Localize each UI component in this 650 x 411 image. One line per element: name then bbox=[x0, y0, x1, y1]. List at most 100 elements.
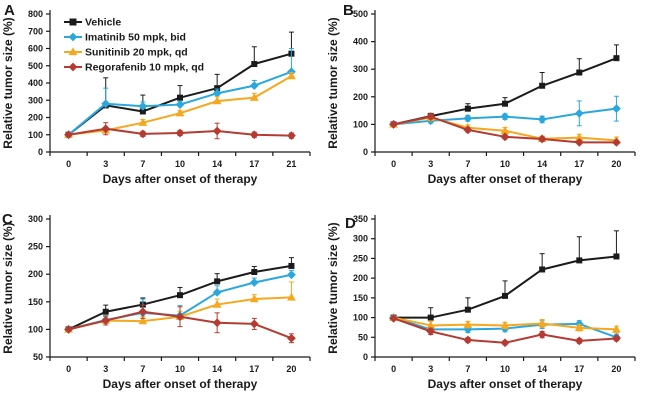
marker-diamond bbox=[212, 126, 222, 136]
series-imatinib-50-mpk-bid bbox=[64, 48, 296, 140]
svg-text:200: 200 bbox=[28, 113, 43, 123]
marker-square bbox=[251, 61, 258, 68]
axes: 0 100 200 300 400 500 600 700 800 0 3 7 10 14 17 21 bbox=[28, 9, 311, 169]
marker-square bbox=[177, 292, 183, 299]
marker-diamond bbox=[138, 307, 148, 317]
marker-diamond bbox=[212, 288, 222, 297]
svg-text:200: 200 bbox=[353, 273, 368, 283]
marker-square bbox=[576, 69, 583, 76]
marker-triangle bbox=[249, 92, 259, 101]
y-axis-title: Relative tumor size (%) bbox=[1, 222, 15, 353]
marker-square bbox=[502, 292, 508, 299]
svg-text:0: 0 bbox=[66, 364, 71, 374]
series-vehicle bbox=[390, 230, 620, 321]
chart-panel-a: 0 100 200 300 400 500 600 700 800 0 3 7 10 14 17 21 Rela… bbox=[1, 9, 311, 186]
marker-diamond bbox=[287, 131, 296, 140]
svg-text:7: 7 bbox=[465, 364, 470, 374]
marker-diamond bbox=[574, 108, 584, 118]
marker-triangle bbox=[426, 320, 436, 329]
marker-square bbox=[613, 55, 620, 62]
marker-triangle bbox=[68, 47, 78, 56]
marker-diamond bbox=[175, 100, 185, 109]
marker-triangle bbox=[249, 294, 259, 303]
marker-square bbox=[502, 100, 508, 107]
series-regorafenib-10-mpk-qd bbox=[389, 313, 621, 348]
svg-text:10: 10 bbox=[500, 159, 510, 169]
marker-diamond bbox=[500, 132, 510, 142]
svg-text:10: 10 bbox=[175, 159, 185, 169]
x-axis-title: Days after onset of therapy bbox=[103, 377, 258, 391]
panel-c: C 50 100 150 200 250 300 0 3 7 10 14 17 20 Relative t… bbox=[0, 205, 325, 411]
marker-diamond bbox=[64, 325, 73, 334]
svg-text:100: 100 bbox=[28, 324, 43, 334]
marker-triangle bbox=[463, 320, 473, 328]
svg-text:100: 100 bbox=[28, 130, 43, 140]
axes: 0 50 100 150 200 250 300 350 0 3 7 10 14 17 20 bbox=[353, 214, 636, 374]
marker-diamond bbox=[68, 62, 78, 72]
marker-square bbox=[464, 306, 471, 313]
panel-b: B 0 100 200 300 400 500 0 3 7 10 14 17 20 Relative tu… bbox=[325, 0, 650, 205]
marker-diamond bbox=[175, 312, 185, 322]
marker-triangle bbox=[287, 71, 296, 80]
marker-diamond bbox=[287, 270, 296, 280]
svg-text:20: 20 bbox=[611, 159, 621, 169]
y-axis-title: Relative tumor size (%) bbox=[326, 17, 340, 148]
marker-square bbox=[214, 85, 221, 92]
svg-text:400: 400 bbox=[353, 37, 368, 47]
marker-diamond bbox=[212, 318, 222, 328]
svg-text:7: 7 bbox=[140, 159, 145, 169]
svg-text:600: 600 bbox=[28, 44, 43, 54]
svg-text:14: 14 bbox=[537, 364, 547, 374]
marker-diamond bbox=[101, 124, 111, 134]
marker-diamond bbox=[249, 81, 259, 90]
legend: Vehicle Imatinib 50 mpk, bid Sunitinib 20 … bbox=[64, 17, 204, 74]
svg-text:300: 300 bbox=[28, 214, 43, 224]
marker-diamond bbox=[500, 112, 510, 122]
marker-diamond bbox=[537, 134, 547, 144]
marker-diamond bbox=[574, 336, 584, 346]
svg-text:17: 17 bbox=[249, 364, 259, 374]
chart-panel-c: 50 100 150 200 250 300 0 3 7 10 14 17 20 Relative tum… bbox=[1, 214, 311, 391]
marker-diamond bbox=[287, 333, 296, 343]
svg-text:10: 10 bbox=[175, 364, 185, 374]
axes: 0 100 200 300 400 500 0 3 7 10 14 17 20 bbox=[353, 9, 636, 169]
marker-diamond bbox=[537, 115, 547, 124]
svg-text:250: 250 bbox=[28, 242, 43, 252]
svg-text:14: 14 bbox=[212, 364, 222, 374]
panel-b-letter: B bbox=[343, 2, 354, 19]
marker-triangle bbox=[138, 118, 148, 126]
marker-diamond bbox=[426, 326, 436, 336]
svg-text:100: 100 bbox=[353, 119, 368, 129]
marker-triangle bbox=[574, 323, 584, 332]
svg-text:200: 200 bbox=[28, 269, 43, 279]
marker-square bbox=[177, 94, 183, 101]
svg-text:0: 0 bbox=[363, 352, 368, 362]
series-regorafenib-10-mpk-qd bbox=[389, 112, 621, 147]
svg-text:50: 50 bbox=[358, 332, 368, 342]
marker-diamond bbox=[249, 130, 259, 140]
marker-diamond bbox=[249, 319, 259, 329]
svg-text:0: 0 bbox=[363, 147, 368, 157]
svg-text:0: 0 bbox=[391, 364, 396, 374]
svg-text:100: 100 bbox=[353, 313, 368, 323]
svg-text:14: 14 bbox=[212, 159, 222, 169]
legend-label: Sunitinib 20 mpk, qd bbox=[85, 47, 188, 59]
axes: 50 100 150 200 250 300 0 3 7 10 14 17 20 bbox=[28, 214, 311, 374]
svg-text:250: 250 bbox=[353, 253, 368, 263]
marker-triangle bbox=[212, 96, 222, 105]
marker-diamond bbox=[612, 104, 621, 114]
marker-diamond bbox=[612, 137, 621, 147]
svg-text:0: 0 bbox=[38, 147, 43, 157]
marker-square bbox=[576, 257, 583, 264]
marker-diamond bbox=[64, 130, 73, 140]
marker-diamond bbox=[463, 125, 473, 135]
svg-text:3: 3 bbox=[103, 159, 108, 169]
marker-triangle bbox=[175, 108, 185, 117]
marker-square bbox=[464, 105, 471, 112]
x-axis-title: Days after onset of therapy bbox=[428, 172, 583, 186]
svg-text:0: 0 bbox=[391, 159, 396, 169]
svg-text:200: 200 bbox=[353, 92, 368, 102]
marker-triangle bbox=[287, 292, 296, 301]
marker-triangle bbox=[500, 320, 510, 329]
marker-diamond bbox=[389, 120, 398, 129]
